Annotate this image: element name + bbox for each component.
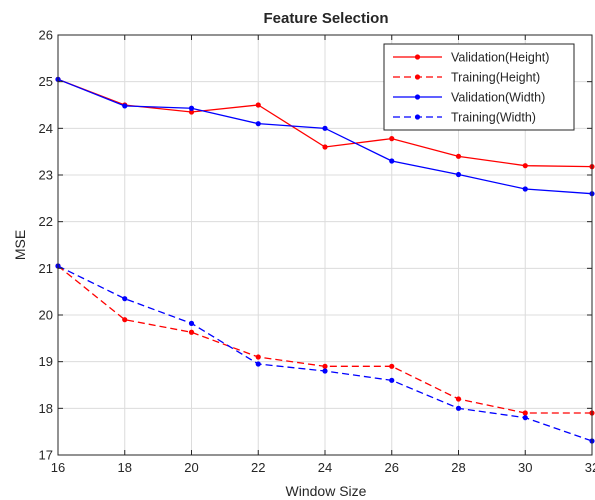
data-point-training-height <box>455 396 462 402</box>
data-point-training-height <box>389 363 395 369</box>
x-tick-label: 18 <box>118 460 132 475</box>
legend: Validation(Height) Training(Height) Valida… <box>383 43 575 131</box>
data-point-validation-height <box>522 163 528 169</box>
x-axis-label: Window Size <box>286 483 367 499</box>
x-tick-label: 16 <box>51 460 65 475</box>
data-point-validation-width <box>255 121 261 127</box>
data-point-validation-height <box>255 102 261 108</box>
data-point-validation-width <box>389 158 395 164</box>
y-axis-label: MSE <box>12 230 28 260</box>
y-tick-label: 23 <box>39 168 53 183</box>
data-point-validation-width <box>188 105 195 111</box>
y-tick-label: 18 <box>39 401 53 416</box>
data-point-training-width <box>389 377 395 383</box>
legend-marker <box>414 54 421 60</box>
legend-entry-label: Validation(Height) <box>451 51 549 65</box>
legend-marker <box>414 74 421 80</box>
data-point-training-width <box>122 296 128 302</box>
y-tick-label: 20 <box>39 308 53 323</box>
y-tick-label: 25 <box>39 74 53 89</box>
x-tick-label: 28 <box>451 460 465 475</box>
y-tick-label: 17 <box>39 448 53 463</box>
y-tick-label: 19 <box>39 354 53 369</box>
data-point-training-width <box>255 361 261 367</box>
data-point-validation-height <box>188 109 195 115</box>
data-point-training-width <box>522 415 528 421</box>
legend-entry-label: Validation(Width) <box>451 91 545 105</box>
ticks: 16 18 20 22 24 26 28 30 32 17 18 19 20 21 22 23 24 25 26 <box>39 28 595 476</box>
x-tick-label: 30 <box>518 460 532 475</box>
data-point-training-width <box>188 320 195 326</box>
x-tick-label: 32 <box>585 460 595 475</box>
data-point-validation-width <box>522 186 528 192</box>
data-point-validation-height <box>389 136 395 142</box>
x-tick-label: 22 <box>251 460 265 475</box>
y-tick-label: 24 <box>39 121 53 136</box>
x-tick-label: 20 <box>184 460 198 475</box>
data-point-training-height <box>322 363 328 369</box>
data-point-validation-width <box>455 171 462 178</box>
y-tick-label: 26 <box>39 28 53 43</box>
y-tick-label: 22 <box>39 214 53 229</box>
data-point-validation-width <box>322 125 328 131</box>
data-point-training-height <box>255 354 261 360</box>
x-tick-label: 26 <box>385 460 399 475</box>
legend-marker <box>414 94 421 100</box>
chart-title: Feature Selection <box>263 10 388 27</box>
legend-entry-label: Training(Width) <box>451 111 536 125</box>
data-point-training-width <box>322 368 328 374</box>
data-point-validation-height <box>322 144 328 150</box>
data-point-training-height <box>522 410 528 416</box>
data-point-training-height <box>122 317 128 323</box>
data-point-training-width <box>455 405 462 411</box>
data-point-training-height <box>188 329 195 335</box>
data-point-validation-height <box>455 153 462 159</box>
data-point-validation-width <box>122 103 128 109</box>
x-tick-label: 24 <box>318 460 332 475</box>
y-tick-label: 21 <box>39 261 53 276</box>
legend-entry-label: Training(Height) <box>451 71 540 85</box>
legend-marker <box>414 114 421 120</box>
